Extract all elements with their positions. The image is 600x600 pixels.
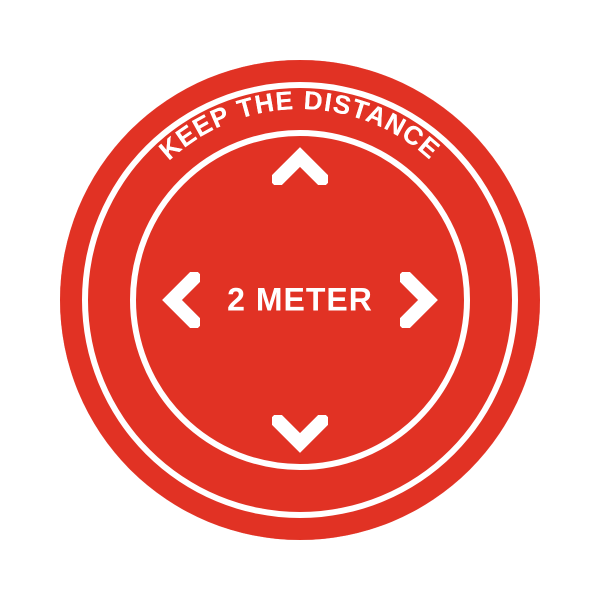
arrow-right-icon bbox=[400, 272, 440, 328]
stage: KEEP THE DISTANCE KEEP THE DISTANCE 2 ME… bbox=[0, 0, 600, 600]
arrow-up-icon bbox=[272, 145, 328, 185]
arrow-left-icon bbox=[160, 272, 200, 328]
distance-badge: KEEP THE DISTANCE KEEP THE DISTANCE 2 ME… bbox=[60, 60, 540, 540]
distance-label: 2 METER bbox=[227, 282, 373, 319]
arrow-down-icon bbox=[272, 415, 328, 455]
